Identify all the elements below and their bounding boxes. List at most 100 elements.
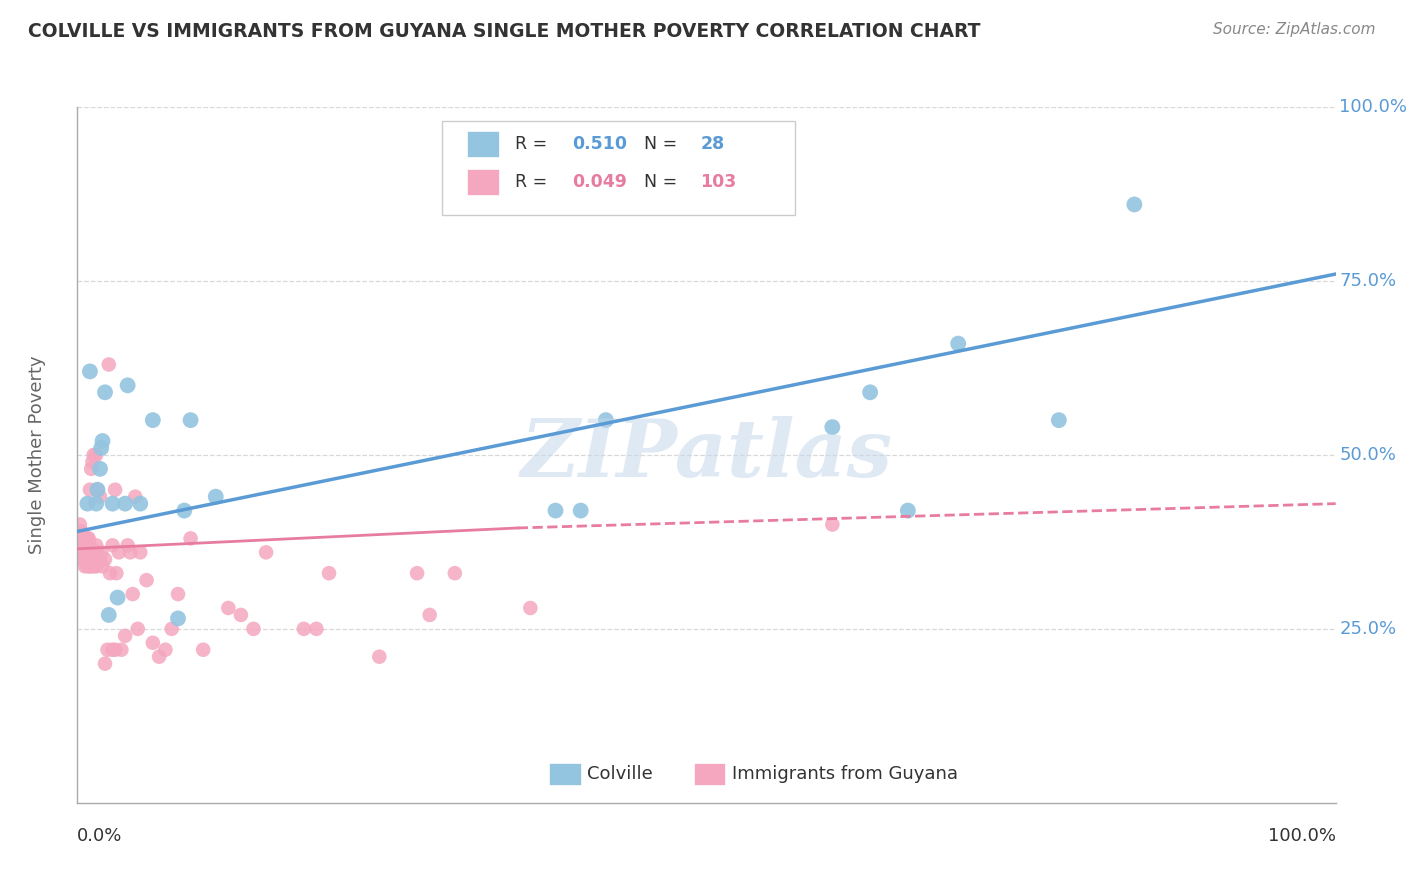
Point [89,490,111,504]
FancyBboxPatch shape [467,131,499,157]
Point [368,649,391,664]
Point [72,538,94,552]
Point [91,559,114,574]
Point [107,591,129,605]
Point [110,642,132,657]
Text: 100.0%: 100.0% [1268,827,1336,845]
Point [1047,413,1070,427]
Text: Colville: Colville [586,765,652,783]
Point [70,524,93,539]
Point [124,490,146,504]
Point [444,566,467,581]
Point [82,545,104,559]
Point [72,538,94,552]
Point [104,483,127,497]
Point [67,532,90,546]
Text: COLVILLE VS IMMIGRANTS FROM GUYANA SINGLE MOTHER POVERTY CORRELATION CHART: COLVILLE VS IMMIGRANTS FROM GUYANA SINGL… [28,22,980,41]
Point [191,642,215,657]
Point [859,385,882,400]
Point [419,607,441,622]
Point [72,538,94,552]
Point [79,483,101,497]
Point [97,358,120,372]
Point [108,545,131,559]
Point [180,532,202,546]
Point [75,552,97,566]
Point [82,455,104,469]
Point [292,622,315,636]
Point [94,385,117,400]
Point [229,607,252,622]
Point [77,552,100,566]
Point [519,601,541,615]
Point [84,545,107,559]
Point [72,532,94,546]
Point [84,497,107,511]
Point [67,532,90,546]
Text: 25.0%: 25.0% [1340,620,1396,638]
Point [173,503,195,517]
Point [897,503,920,517]
Point [97,607,120,622]
Point [69,524,91,539]
Text: 100.0%: 100.0% [1340,98,1406,116]
Point [155,642,177,657]
Point [254,545,277,559]
Text: ZIPatlas: ZIPatlas [520,417,893,493]
Point [67,524,90,539]
Point [114,629,136,643]
Point [595,413,617,427]
Point [87,552,110,566]
Text: 0.510: 0.510 [572,135,627,153]
Point [89,552,111,566]
Text: R =: R = [515,135,553,153]
Point [117,378,139,392]
Text: 28: 28 [700,135,724,153]
Point [72,545,94,559]
Point [305,622,328,636]
FancyBboxPatch shape [550,764,581,785]
Point [77,538,100,552]
Point [142,636,165,650]
Point [101,642,124,657]
Point [217,601,239,615]
Point [70,532,93,546]
Point [167,587,190,601]
Text: Immigrants from Guyana: Immigrants from Guyana [731,765,957,783]
Point [70,545,93,559]
Point [167,611,190,625]
Point [79,559,101,574]
Point [127,622,149,636]
Point [94,552,117,566]
Point [96,642,118,657]
Text: 0.0%: 0.0% [77,827,122,845]
Point [73,538,96,552]
Point [73,552,96,566]
Point [80,552,103,566]
Text: 0.049: 0.049 [572,173,627,191]
Point [114,497,136,511]
Point [76,545,98,559]
Point [73,559,96,574]
Text: Single Mother Poverty: Single Mother Poverty [28,356,46,554]
Point [142,413,165,427]
Point [83,448,105,462]
Point [91,434,114,448]
Point [821,517,844,532]
Text: 75.0%: 75.0% [1340,272,1396,290]
Point [86,483,108,497]
Point [90,545,112,559]
Text: N =: N = [644,135,682,153]
Text: N =: N = [644,173,682,191]
Point [544,503,567,517]
Point [76,532,98,546]
Point [76,559,98,574]
Point [129,545,152,559]
Point [406,566,429,581]
Point [79,364,101,378]
Point [204,490,226,504]
Point [318,566,340,581]
Point [135,573,157,587]
Point [79,538,101,552]
Point [120,545,142,559]
